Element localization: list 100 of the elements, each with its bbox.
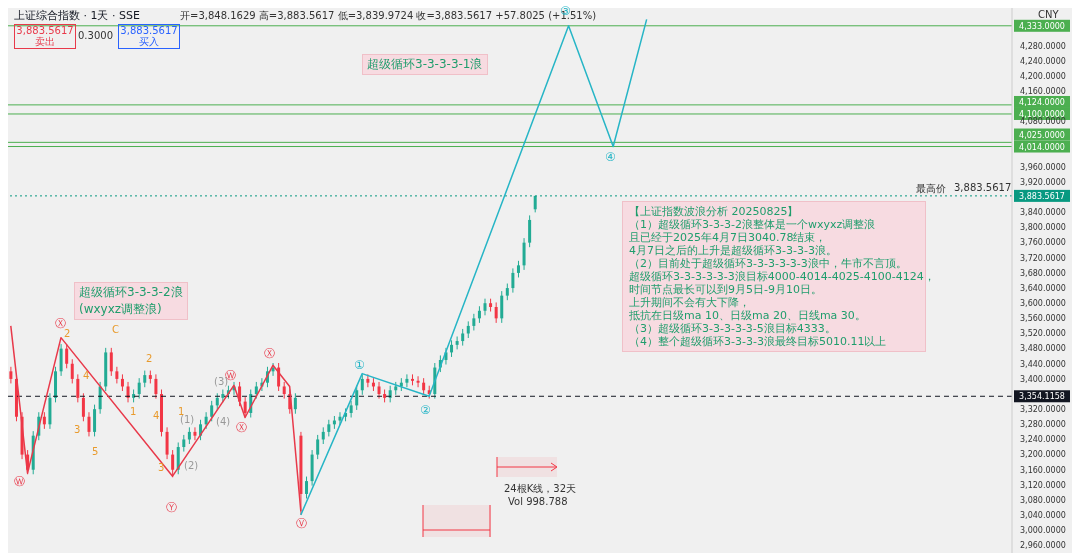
annotation: (2) <box>184 460 199 471</box>
candlestick <box>472 313 476 331</box>
annotation: 3 <box>158 462 165 473</box>
candlestick <box>316 434 320 460</box>
y-tick-label: 3,560.0000 <box>1020 314 1066 324</box>
annotation: 1 <box>130 406 137 417</box>
y-tick-label: 4,080.0000 <box>1020 117 1066 127</box>
annotation: 超级循环3-3-3-3-3-3浪目标4000-4014-4025-4100-4124， <box>629 270 935 283</box>
annotation: 买入 <box>118 36 180 49</box>
candlestick <box>137 377 141 400</box>
candlestick <box>171 449 175 478</box>
annotation: （4）整个超级循环3-3-3-3浪最终目标5010.11以上 <box>629 335 888 348</box>
ref-line-label: 4,333.0000 <box>1019 21 1065 31</box>
ref-line-label: 4,100.0000 <box>1019 109 1065 119</box>
y-tick-label: 3,680.0000 <box>1020 268 1066 278</box>
annotation: 最高价 <box>916 182 946 196</box>
candlestick <box>293 392 297 415</box>
ref-line-label: 4,124.0000 <box>1019 97 1065 107</box>
annotation: C <box>112 324 119 335</box>
candlestick <box>126 381 130 403</box>
candlestick <box>511 267 515 294</box>
annotation: 抵抗在日级ma 10、日级ma 20、日线ma 30。 <box>629 309 867 322</box>
annotation: 超级循环3-3-3-2浪 (wxyxz调整浪) <box>74 282 188 320</box>
candlestick <box>93 404 97 437</box>
y-tick-label: 3,160.0000 <box>1020 465 1066 475</box>
annotation: 时间节点最长可以到9月5日-9月10日。 <box>629 283 823 296</box>
text: CNY <box>1038 9 1059 20</box>
annotation: Ⓧ <box>236 420 247 435</box>
candlestick <box>81 392 85 422</box>
candlestick <box>9 366 13 384</box>
candlestick <box>59 343 63 377</box>
annotation: 3,883.5617 <box>954 182 1012 193</box>
annotation: ④ <box>605 150 616 164</box>
annotation: (1) <box>180 414 195 425</box>
annotation: 2 <box>64 328 71 339</box>
y-tick-label: 3,320.0000 <box>1020 405 1066 415</box>
annotation: Ⓧ <box>55 316 66 330</box>
annotation: 0.3000 <box>78 30 113 41</box>
annotation: 3,883.5617 <box>14 24 76 37</box>
y-tick-label: 3,400.0000 <box>1020 374 1066 384</box>
candlestick <box>210 400 214 422</box>
annotation: (4) <box>216 416 231 427</box>
y-tick-label: 4,200.0000 <box>1020 71 1066 81</box>
candlestick <box>455 336 459 350</box>
y-tick-label: 3,200.0000 <box>1020 450 1066 460</box>
ref-line-label: 4,014.0000 <box>1019 142 1065 152</box>
candlestick <box>528 214 532 248</box>
candlestick <box>377 381 381 400</box>
candlestick <box>500 290 504 324</box>
annotation: Ⓥ <box>296 516 307 531</box>
candlestick <box>70 358 74 384</box>
candlestick <box>360 373 364 396</box>
annotation: 5 <box>92 446 99 457</box>
ref-line-label: 4,025.0000 <box>1019 130 1065 140</box>
candlestick <box>65 343 69 369</box>
y-tick-label: 3,440.0000 <box>1020 359 1066 369</box>
candlestick <box>98 381 102 415</box>
y-tick-label: 4,280.0000 <box>1020 41 1066 51</box>
annotation: 上证综合指数 · 1天 · SSE <box>14 8 140 23</box>
annotation: 卖出 <box>14 36 76 49</box>
y-tick-label: 3,920.0000 <box>1020 177 1066 187</box>
candlestick <box>338 411 342 426</box>
y-tick-label: 3,240.0000 <box>1020 435 1066 445</box>
annotation: 上升期间不会有大下降， <box>629 296 751 309</box>
y-tick-label: 3,040.0000 <box>1020 510 1066 520</box>
annotation: 超级循环3-3-3-3-1浪 <box>362 54 488 75</box>
annotation: 1 <box>178 406 185 417</box>
annotation: 4月7日之后的上升是超级循环3-3-3-3浪。 <box>629 244 838 257</box>
candlestick <box>221 389 225 403</box>
y-tick-label: 3,120.0000 <box>1020 480 1066 490</box>
candlestick <box>366 373 370 388</box>
annotation: （2）目前处于超级循环3-3-3-3-3-3浪中，牛市不言顶。 <box>629 257 908 270</box>
y-tick-label: 3,080.0000 <box>1020 495 1066 505</box>
y-tick-label: 3,520.0000 <box>1020 329 1066 339</box>
y-tick-label: 3,800.0000 <box>1020 223 1066 233</box>
candlestick <box>305 476 309 499</box>
annotation: 2 <box>146 353 153 364</box>
ref-line-label: 3,883.5617 <box>1019 191 1065 201</box>
y-tick-label: 4,240.0000 <box>1020 56 1066 66</box>
annotation: 【上证指数波浪分析 20250825】 <box>629 205 800 218</box>
annotation: Ⓨ <box>166 500 177 515</box>
y-tick-label: 3,960.0000 <box>1020 162 1066 172</box>
annotation: ② <box>420 403 431 417</box>
candlestick <box>154 373 158 400</box>
candlestick <box>109 347 113 377</box>
annotation: （1）超级循环3-3-3-2浪整体是一个wxyxz调整浪 <box>629 218 877 231</box>
candlestick <box>76 373 80 403</box>
annotation: Vol 998.788 <box>508 496 568 507</box>
annotation: 24根K线，32天 <box>504 482 577 496</box>
y-tick-label: 3,600.0000 <box>1020 299 1066 309</box>
y-tick-label: 3,640.0000 <box>1020 283 1066 293</box>
annotation: 3,883.5617 <box>118 24 180 37</box>
candlestick <box>349 400 353 419</box>
annotation: 4 <box>153 410 160 421</box>
y-tick-label: 3,840.0000 <box>1020 208 1066 218</box>
y-tick-label: 3,760.0000 <box>1020 238 1066 248</box>
candlestick <box>176 441 180 475</box>
y-tick-label: 2,960.0000 <box>1020 541 1066 551</box>
annotation: 且已经于2025年4月7日3040.78结束， <box>629 231 828 244</box>
annotation: 4 <box>83 370 90 381</box>
